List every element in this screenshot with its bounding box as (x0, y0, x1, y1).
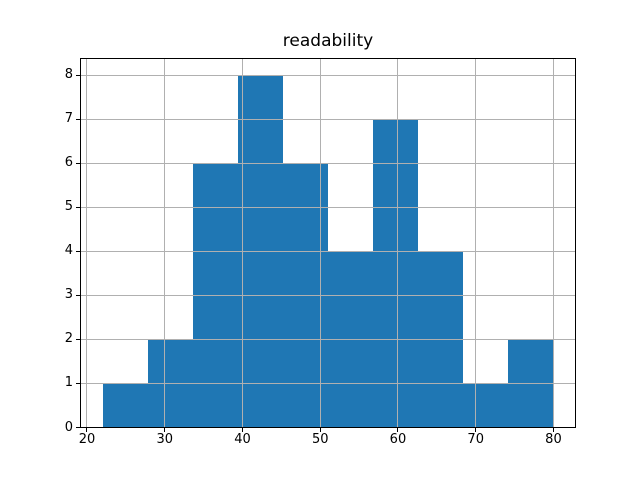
y-tick-label: 7 (64, 111, 73, 127)
gridline-horizontal (80, 382, 576, 384)
x-tick-mark (552, 427, 554, 432)
x-tick-label: 40 (234, 431, 251, 447)
y-tick-label: 8 (64, 67, 73, 83)
y-tick-label: 4 (64, 243, 73, 259)
gridline-vertical (86, 57, 88, 428)
gridline-vertical (552, 57, 554, 428)
x-tick-label: 30 (156, 431, 173, 447)
x-tick-mark (475, 427, 477, 432)
y-tick-mark (76, 250, 80, 252)
y-tick-mark (76, 294, 80, 296)
y-tick-mark (76, 338, 80, 340)
y-tick-label: 5 (64, 199, 73, 215)
gridline-vertical (397, 57, 399, 428)
x-tick-mark (397, 427, 399, 432)
plot-area (80, 57, 576, 428)
y-tick-mark (76, 118, 80, 120)
gridline-horizontal (80, 118, 576, 120)
gridline-vertical (475, 57, 477, 428)
x-tick-label: 80 (545, 431, 562, 447)
gridline-horizontal (80, 162, 576, 164)
y-tick-label: 3 (64, 287, 73, 303)
chart-title: readability (282, 31, 374, 51)
y-tick-mark (76, 206, 80, 208)
x-tick-label: 20 (78, 431, 96, 447)
y-tick-label: 1 (64, 375, 73, 391)
gridline-vertical (319, 57, 321, 428)
y-tick-mark (76, 427, 80, 428)
y-tick-mark (76, 162, 80, 164)
x-tick-label: 70 (467, 431, 484, 447)
y-tick-label: 2 (64, 331, 73, 347)
y-tick-mark (76, 74, 80, 76)
grid-layer (80, 57, 576, 428)
y-tick-label: 0 (64, 419, 73, 435)
gridline-horizontal (80, 250, 576, 252)
x-tick-mark (164, 427, 166, 432)
gridline-horizontal (80, 206, 576, 208)
x-tick-mark (319, 427, 321, 432)
y-tick-label: 6 (64, 155, 73, 171)
histogram-bar (463, 383, 509, 428)
gridline-horizontal (80, 74, 576, 76)
axes-spines (80, 57, 576, 428)
x-tick-mark (241, 427, 243, 432)
x-tick-label: 50 (311, 431, 329, 447)
x-tick-mark (86, 427, 88, 432)
gridline-horizontal (80, 427, 576, 428)
gridline-vertical (241, 57, 243, 428)
gridline-vertical (164, 57, 166, 428)
histogram-bar (373, 119, 419, 428)
gridline-horizontal (80, 338, 576, 340)
histogram-bar (102, 383, 148, 428)
y-tick-mark (76, 382, 80, 384)
x-tick-label: 60 (389, 431, 407, 447)
gridline-horizontal (80, 294, 576, 296)
